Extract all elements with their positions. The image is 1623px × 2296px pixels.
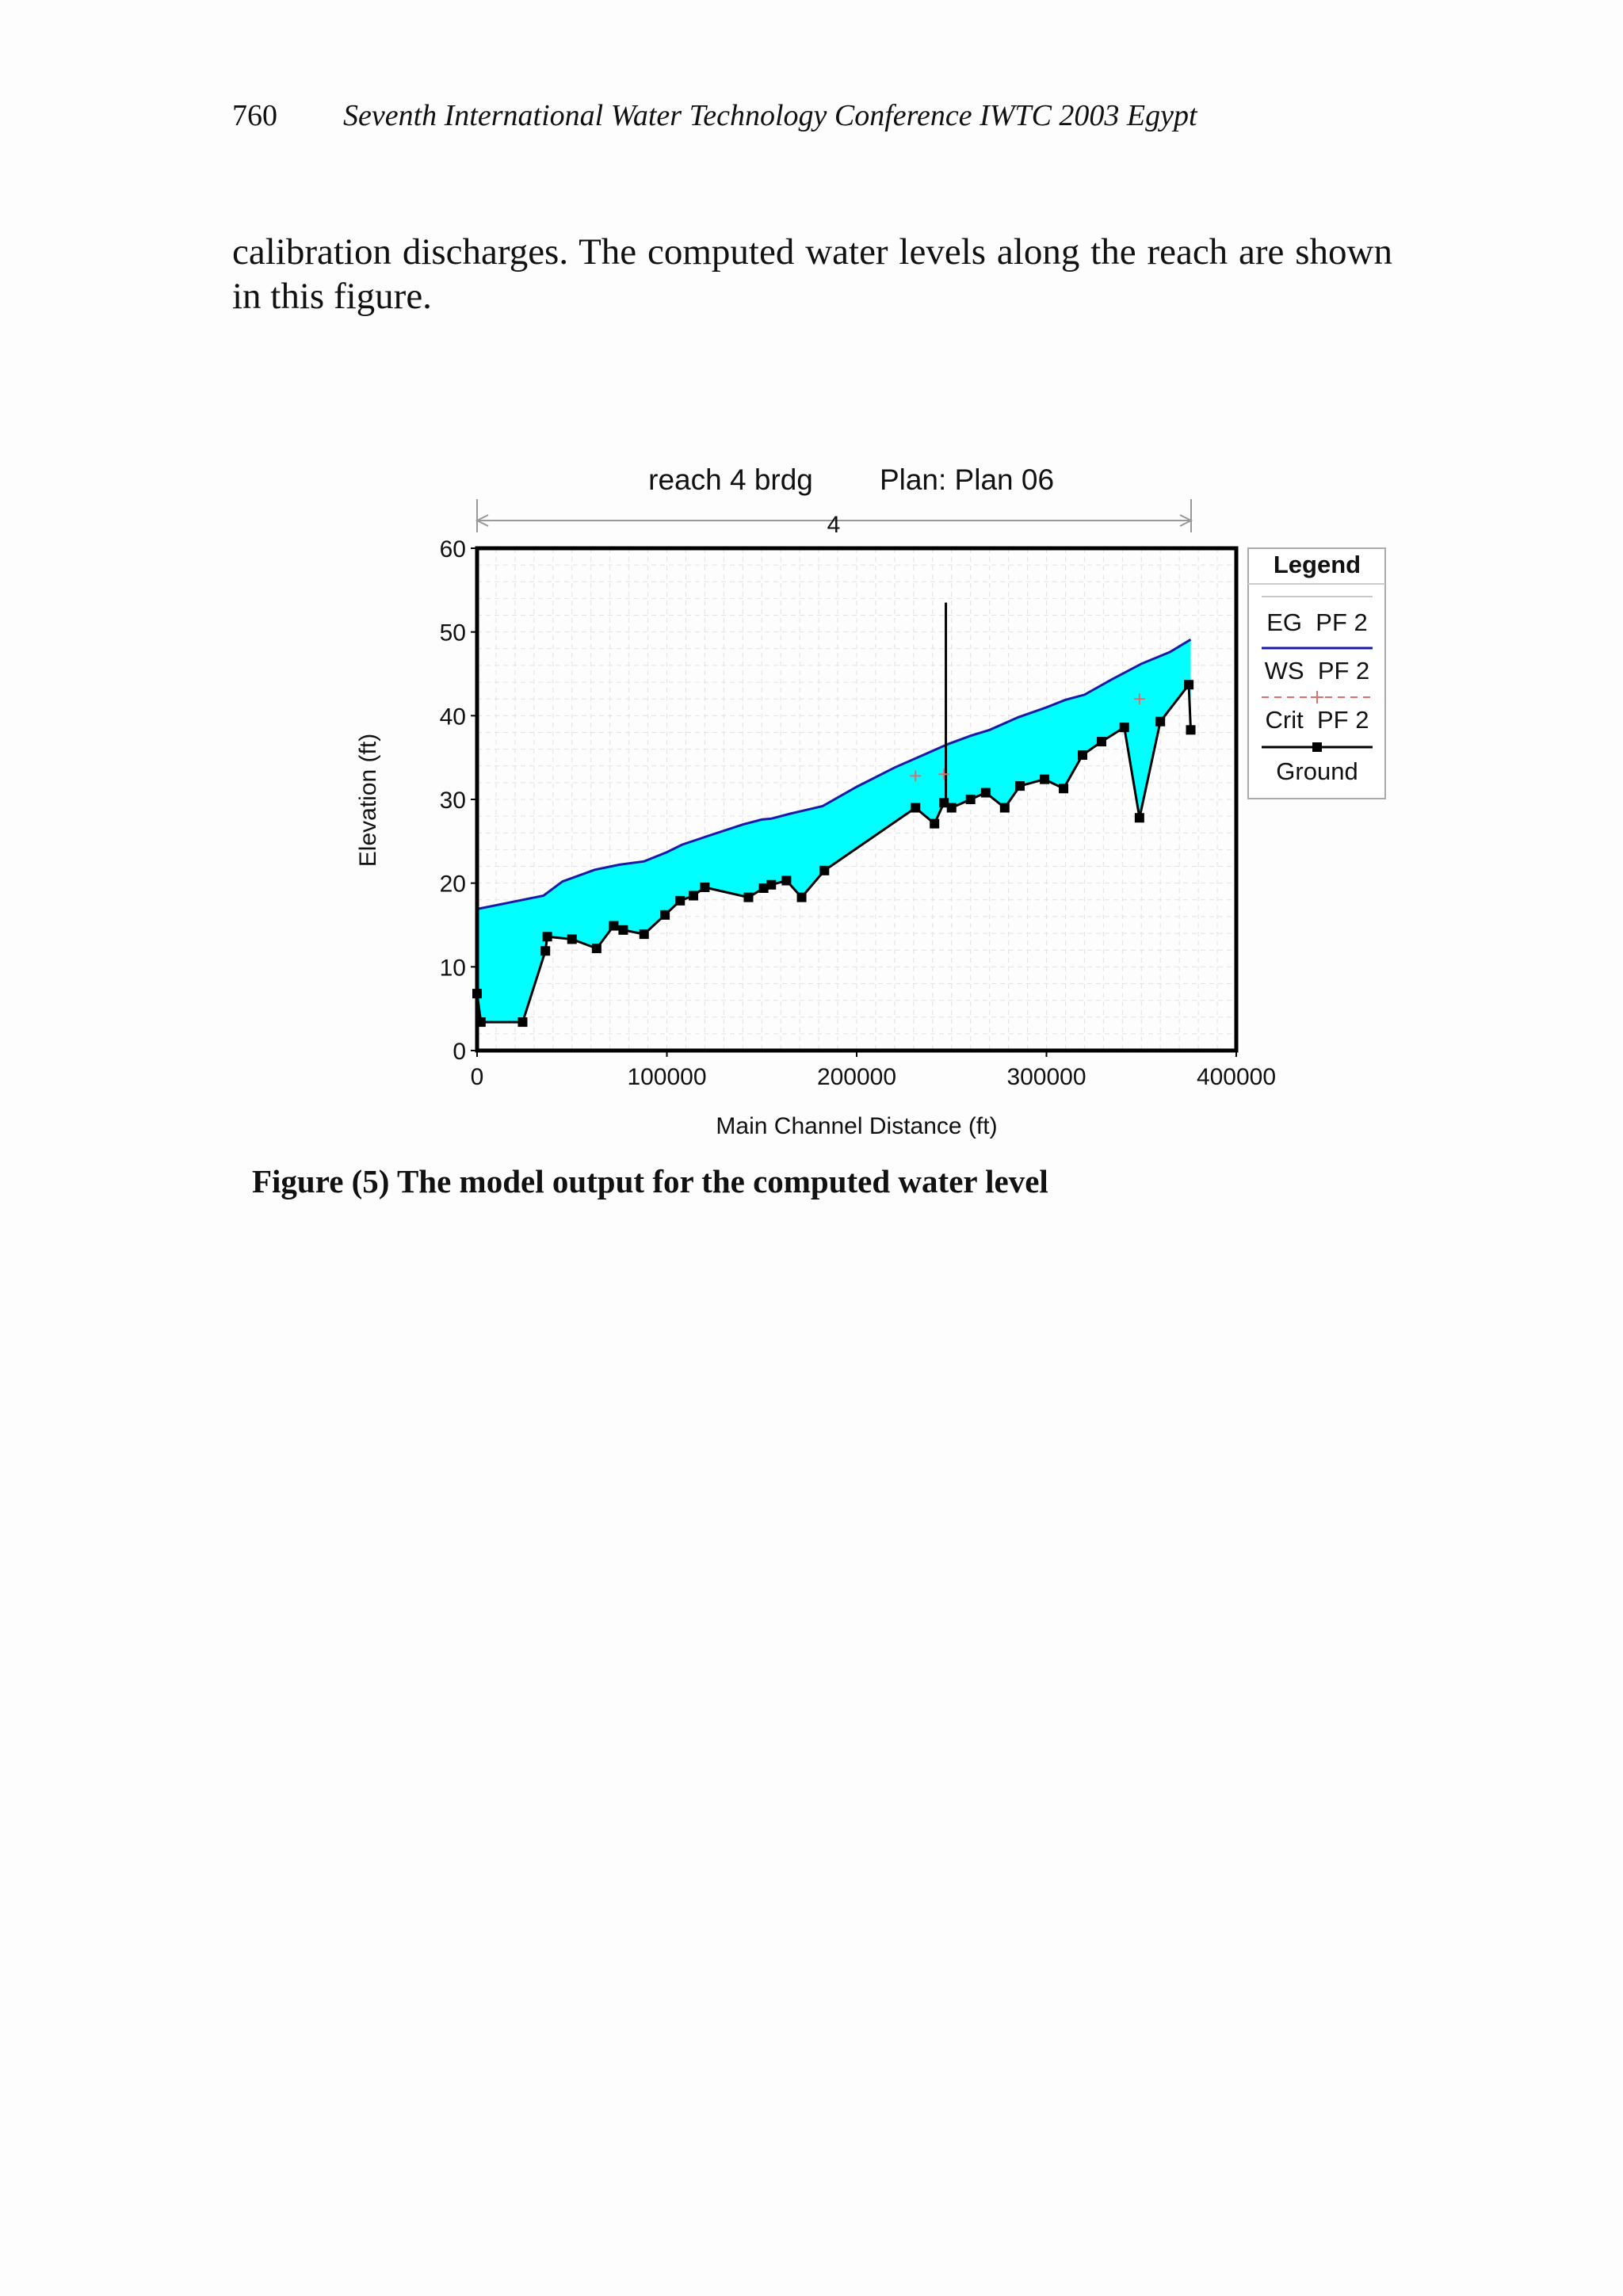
ground-point [700, 882, 710, 892]
crit-markers [910, 693, 1145, 782]
ground-point [999, 803, 1010, 813]
x-tick-label: 300000 [1006, 1064, 1086, 1090]
figure-caption: Figure (5) The model output for the comp… [252, 1163, 1048, 1199]
y-ticks: 0 10 20 30 40 50 60 [440, 536, 477, 1065]
y-tick-label: 50 [440, 620, 466, 646]
legend-ws-label: WS PF 2 [1265, 657, 1370, 685]
ground-point [1184, 680, 1194, 690]
ground-point [618, 925, 628, 935]
reach-extent-indicator [475, 499, 1193, 532]
reach-extent-left-arrow [475, 514, 489, 527]
y-tick-label: 30 [440, 788, 466, 814]
x-tick-label: 0 [471, 1064, 484, 1090]
ground-point [930, 818, 940, 829]
y-tick-label: 0 [453, 1039, 466, 1065]
ground-point [819, 865, 830, 875]
ground-point [591, 944, 601, 954]
crit-point [1133, 693, 1145, 705]
ground-point [1134, 813, 1144, 823]
ground-point [758, 883, 769, 894]
ground-markers [472, 680, 1196, 1028]
running-title: Seventh International Water Technology C… [343, 99, 1197, 132]
ground-point [1059, 784, 1069, 794]
ground-point [939, 798, 949, 808]
ground-point [1078, 749, 1088, 760]
y-tick-label: 20 [440, 871, 466, 898]
x-tick-label: 200000 [817, 1064, 896, 1090]
ground-point [1014, 781, 1025, 791]
crit-point [910, 770, 922, 782]
legend-box [1247, 547, 1386, 799]
eg-line [476, 639, 1192, 910]
crit-point [938, 769, 950, 780]
y-axis-label: Elevation (ft) [355, 734, 381, 867]
legend-crit-marker [1311, 691, 1323, 704]
reach-extent-right-arrow [1179, 514, 1193, 527]
ground-point [1096, 737, 1106, 747]
legend-title: Legend [1274, 551, 1361, 578]
x-tick-label: 100000 [627, 1064, 706, 1090]
ground-point [542, 932, 552, 942]
chart-title-right: Plan: Plan 06 [880, 463, 1054, 496]
ground-point [1186, 725, 1196, 735]
ground-point [517, 1017, 528, 1028]
ground-point [911, 803, 921, 813]
legend-ground-marker [1312, 742, 1322, 752]
ground-point [743, 892, 754, 902]
ground-point [781, 875, 792, 886]
legend-eg-label: EG PF 2 [1266, 608, 1367, 636]
x-axis-label: Main Channel Distance (ft) [716, 1113, 997, 1139]
y-tick-label: 40 [440, 704, 466, 730]
ground-point [567, 934, 577, 944]
ground-point [675, 895, 685, 906]
ground-point [1040, 774, 1050, 784]
ground-point [1119, 723, 1129, 733]
x-ticks: 0 100000 200000 300000 400000 [471, 1051, 1276, 1090]
y-tick-label: 10 [440, 955, 466, 981]
ground-point [965, 795, 976, 804]
body-paragraph: calibration discharges. The computed wat… [232, 231, 1392, 317]
reach-label: 4 [827, 512, 841, 538]
water-area-fill [477, 639, 1191, 1023]
water-level-figure: reach 4 brdg Plan: Plan 06 4 0 10 20 30 40 50… [355, 463, 1386, 1139]
page-number: 760 [232, 99, 277, 132]
ground-point [1155, 716, 1166, 727]
y-tick-label: 60 [440, 536, 466, 563]
ground-point [540, 946, 551, 956]
ground-point [639, 929, 649, 940]
ground-point [766, 879, 777, 890]
legend-ground-label: Ground [1276, 757, 1358, 785]
ground-point [689, 891, 699, 901]
ground-point [609, 921, 619, 931]
ground-point [946, 803, 957, 813]
legend: Legend EG PF 2 WS PF 2 Crit PF 2 Ground [1247, 547, 1386, 799]
chart-title-left: reach 4 brdg [648, 463, 813, 496]
ws-line [476, 638, 1192, 910]
ground-point [796, 892, 807, 902]
ground-point [660, 910, 670, 920]
x-tick-label: 400000 [1197, 1064, 1276, 1090]
legend-crit-label: Crit PF 2 [1266, 706, 1369, 734]
ground-point [980, 788, 991, 798]
